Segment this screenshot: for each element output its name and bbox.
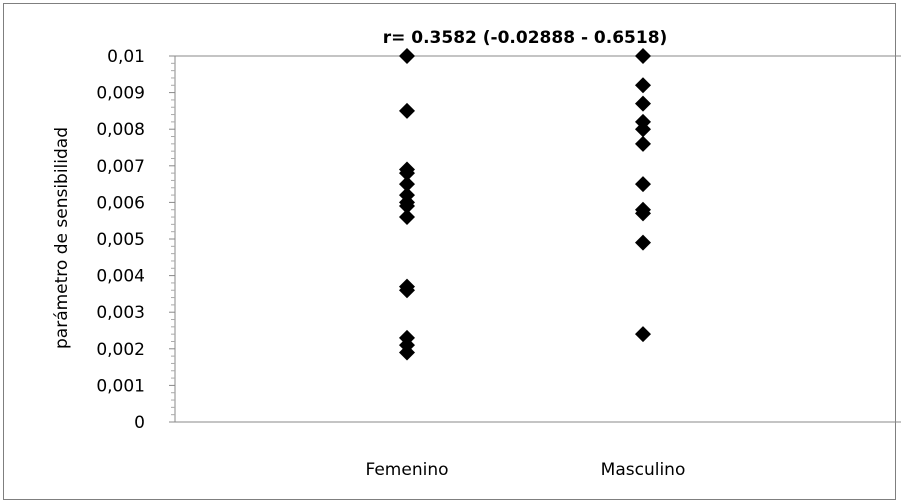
x-category-label: Masculino <box>601 460 686 480</box>
data-point <box>399 165 415 182</box>
data-point <box>399 198 415 215</box>
chart-frame <box>3 3 896 500</box>
plot-area <box>174 55 901 423</box>
data-point <box>635 176 651 193</box>
y-tick-label: 0,01 <box>107 47 145 67</box>
y-tick-label: 0,003 <box>96 303 145 323</box>
y-tick-label: 0,005 <box>96 230 145 250</box>
data-points <box>399 48 651 361</box>
y-tick-label: 0,002 <box>96 340 145 360</box>
data-point <box>635 135 651 152</box>
x-category-label: Femenino <box>366 460 449 480</box>
data-point <box>635 326 651 343</box>
data-point <box>399 282 415 299</box>
x-axis-category-labels: Femenino Masculino <box>366 460 686 480</box>
data-point <box>635 234 651 251</box>
y-tick-label: 0,009 <box>96 84 145 104</box>
y-axis-label: parámetro de sensibilidad <box>52 127 72 349</box>
data-point <box>399 344 415 361</box>
y-tick-label: 0,008 <box>96 120 145 140</box>
data-point <box>635 121 651 138</box>
y-axis-tick-labels: 0 0,001 0,002 0,003 0,004 0,005 0,006 0,007 0,00… <box>96 47 145 433</box>
y-axis-ticks <box>169 55 175 423</box>
data-point <box>635 95 651 112</box>
data-point <box>399 48 415 64</box>
y-tick-label: 0 <box>134 413 145 433</box>
data-point <box>635 205 651 222</box>
chart-title: r= 0.3582 (-0.02888 - 0.6518) <box>383 28 668 48</box>
data-point <box>635 77 651 94</box>
data-point <box>399 209 415 226</box>
data-point <box>635 48 651 64</box>
y-tick-label: 0,004 <box>96 267 145 287</box>
y-tick-label: 0,006 <box>96 193 145 213</box>
data-point <box>399 102 415 119</box>
y-tick-label: 0,007 <box>96 157 145 177</box>
y-tick-label: 0,001 <box>96 376 145 396</box>
data-point <box>399 176 415 193</box>
